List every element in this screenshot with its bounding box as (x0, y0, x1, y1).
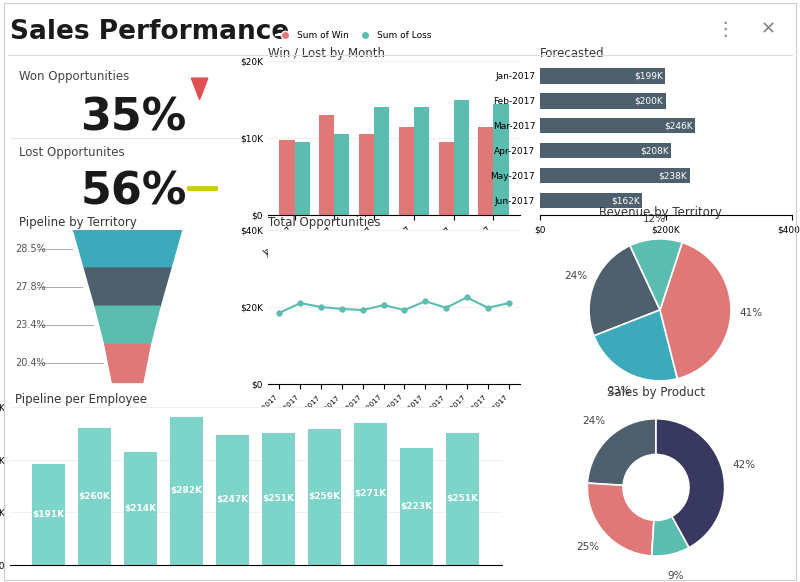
Text: Lost Opportunites: Lost Opportunites (19, 146, 125, 159)
Bar (454, 100, 469, 215)
Text: Sales Performance: Sales Performance (10, 19, 289, 45)
Text: ⋮: ⋮ (715, 20, 734, 39)
Text: 56%: 56% (80, 171, 186, 214)
Bar (540, 68, 666, 84)
Wedge shape (656, 419, 725, 548)
Wedge shape (594, 310, 678, 381)
Bar (308, 429, 341, 565)
Bar (494, 104, 509, 215)
Text: 20.4%: 20.4% (15, 359, 46, 368)
Bar (216, 435, 249, 565)
Bar (32, 464, 65, 565)
Text: 24%: 24% (564, 271, 587, 281)
Bar (540, 93, 666, 108)
Polygon shape (84, 268, 171, 306)
Legend: Sum of Win, Sum of Loss: Sum of Win, Sum of Loss (273, 27, 434, 43)
Text: $247K: $247K (217, 495, 249, 505)
Text: Pipeline by Territory: Pipeline by Territory (19, 216, 137, 229)
Bar (279, 140, 294, 215)
Bar (478, 127, 494, 215)
Text: 35%: 35% (80, 97, 186, 139)
Bar (540, 193, 642, 208)
Text: 25%: 25% (577, 542, 599, 552)
Bar (540, 143, 671, 158)
Title: Revenue by Territory: Revenue by Territory (598, 205, 722, 219)
Text: Win / Lost by Month: Win / Lost by Month (268, 47, 385, 60)
Title: Sales by Product: Sales by Product (607, 386, 705, 399)
Bar (398, 127, 414, 215)
Wedge shape (660, 243, 731, 379)
Text: $246K: $246K (664, 121, 693, 130)
Wedge shape (587, 483, 654, 556)
Text: $260K: $260K (78, 492, 110, 501)
Text: $162K: $162K (610, 196, 639, 205)
Polygon shape (191, 78, 208, 100)
Bar (319, 115, 334, 215)
Bar (262, 433, 295, 565)
Wedge shape (587, 419, 656, 485)
Text: Total Opportunities: Total Opportunities (268, 216, 381, 229)
Bar (400, 448, 434, 565)
Wedge shape (589, 246, 660, 336)
Text: 27.8%: 27.8% (15, 282, 46, 292)
Bar (438, 142, 454, 215)
Text: $200K: $200K (634, 96, 663, 105)
Text: $282K: $282K (170, 486, 202, 495)
Text: Won Opportunities: Won Opportunities (19, 70, 130, 83)
Text: $199K: $199K (634, 72, 663, 80)
Wedge shape (652, 516, 689, 556)
Bar (334, 134, 350, 215)
Text: ✕: ✕ (761, 20, 775, 38)
Text: 41%: 41% (739, 308, 762, 318)
Text: $191K: $191K (33, 510, 65, 519)
Text: $251K: $251K (262, 494, 294, 503)
Text: $223K: $223K (401, 502, 433, 510)
Text: 9%: 9% (667, 571, 684, 581)
Bar (540, 118, 695, 133)
Text: 28.5%: 28.5% (15, 244, 46, 254)
Text: 24%: 24% (582, 416, 606, 427)
Bar (294, 142, 310, 215)
Polygon shape (95, 306, 160, 345)
Text: $238K: $238K (658, 171, 687, 180)
Text: 23.4%: 23.4% (15, 320, 46, 330)
Text: 12%: 12% (643, 214, 666, 224)
Text: 42%: 42% (732, 460, 755, 470)
Text: Pipeline per Employee: Pipeline per Employee (14, 393, 146, 406)
Polygon shape (74, 230, 182, 268)
Bar (540, 168, 690, 183)
Text: $208K: $208K (640, 146, 669, 155)
Bar (124, 452, 157, 565)
Text: Forecasted: Forecasted (540, 47, 605, 60)
Bar (78, 428, 111, 565)
Text: 23%: 23% (607, 386, 630, 396)
Bar (446, 433, 479, 565)
Text: $259K: $259K (309, 492, 341, 501)
Text: $214K: $214K (125, 504, 157, 513)
Text: $251K: $251K (446, 494, 478, 503)
Bar (170, 417, 203, 565)
Bar (414, 107, 429, 215)
Bar (359, 134, 374, 215)
Bar (374, 107, 390, 215)
Bar (354, 423, 387, 565)
Polygon shape (105, 345, 150, 382)
Wedge shape (630, 239, 682, 310)
Text: $271K: $271K (354, 489, 386, 498)
